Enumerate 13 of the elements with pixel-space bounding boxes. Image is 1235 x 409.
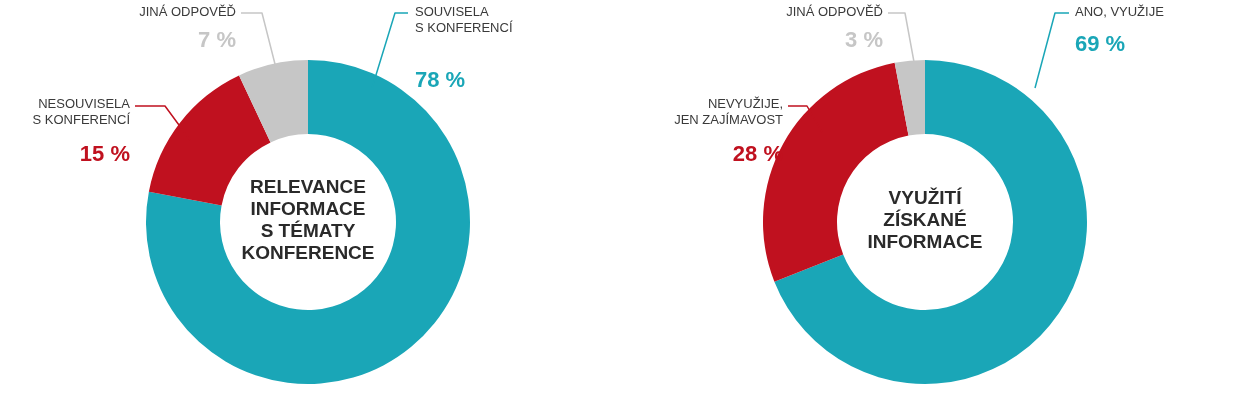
slice-label: NESOUVISELA S KONFERENCÍ [32,96,131,127]
data-label: 3 % [845,27,883,52]
data-label: 7 % [198,27,236,52]
slice-label: NEVYUŽIJE, JEN ZAJÍMAVOST [674,96,784,127]
slice-label: JINÁ ODPOVĚĎ [786,4,883,19]
slice-label: JINÁ ODPOVĚĎ [139,4,236,19]
data-label: 69 % [1075,31,1126,56]
text: RELEVANCE INFORMACE S TÉMATY KONFERENCE [241,176,375,263]
text: VYUŽITÍ ZÍSKANÉ INFORMACE [867,187,983,252]
data-label: 15 % [79,141,130,166]
slice-label: ANO, VYUŽIJE [1075,4,1165,19]
data-label: 78 % [415,67,466,92]
slice-label: SOUVISELA S KONFERENCÍ [415,4,513,35]
